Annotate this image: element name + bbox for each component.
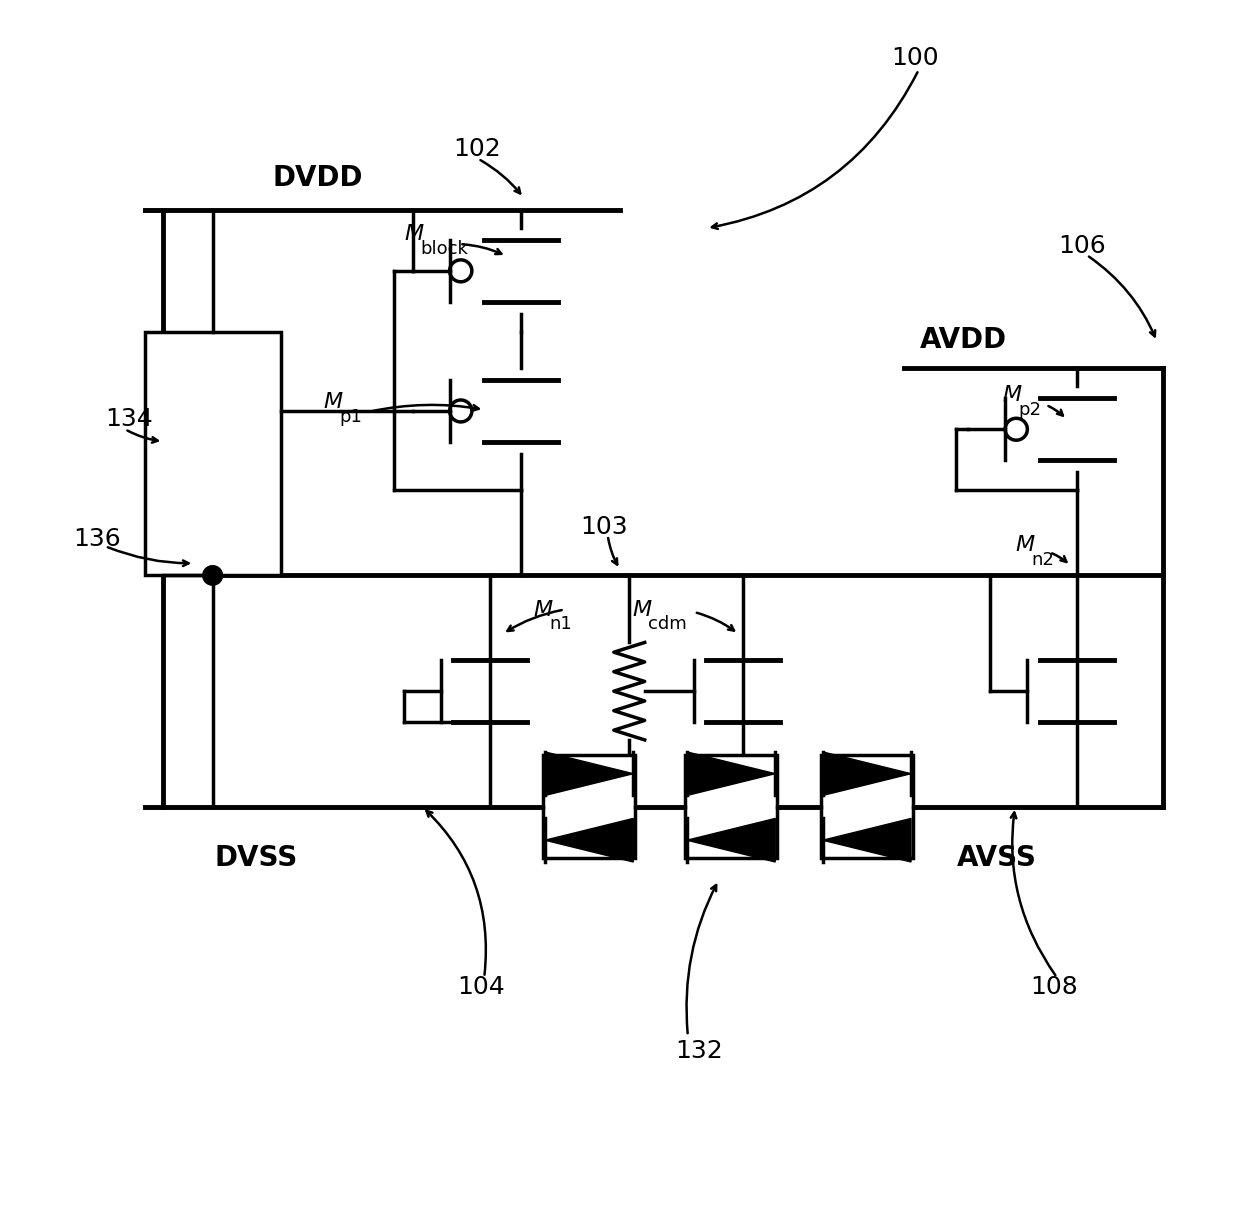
Text: 132: 132 [676,1039,723,1062]
Polygon shape [823,819,911,862]
Text: DVDD: DVDD [273,164,363,192]
Bar [821,755,913,858]
Text: 108: 108 [1030,976,1078,999]
Text: AVSS: AVSS [956,843,1037,871]
Text: 104: 104 [458,976,505,999]
Text: p1: p1 [340,408,362,426]
Text: M: M [1016,535,1034,554]
Text: 136: 136 [73,526,120,551]
Polygon shape [823,752,911,796]
Text: n2: n2 [1032,551,1054,569]
Text: M: M [1003,386,1022,405]
Text: M: M [632,600,651,619]
Polygon shape [546,752,634,796]
Text: AVDD: AVDD [920,326,1007,354]
Bar [543,755,635,858]
Circle shape [203,565,222,585]
Text: M: M [533,600,553,619]
Polygon shape [687,752,775,796]
Text: cdm: cdm [649,616,687,633]
Text: 102: 102 [454,137,501,162]
Text: 106: 106 [1058,235,1106,258]
Text: 134: 134 [105,408,153,432]
Text: 103: 103 [580,515,629,539]
Text: M: M [404,224,423,245]
Text: p2: p2 [1019,400,1042,419]
Bar [145,332,280,575]
Bar [684,755,777,858]
Polygon shape [546,819,634,862]
Text: 100: 100 [892,45,939,70]
Text: block: block [420,240,467,258]
Text: DVSS: DVSS [215,843,298,871]
Polygon shape [687,819,775,862]
Text: n1: n1 [549,616,573,633]
Text: M: M [324,393,343,412]
